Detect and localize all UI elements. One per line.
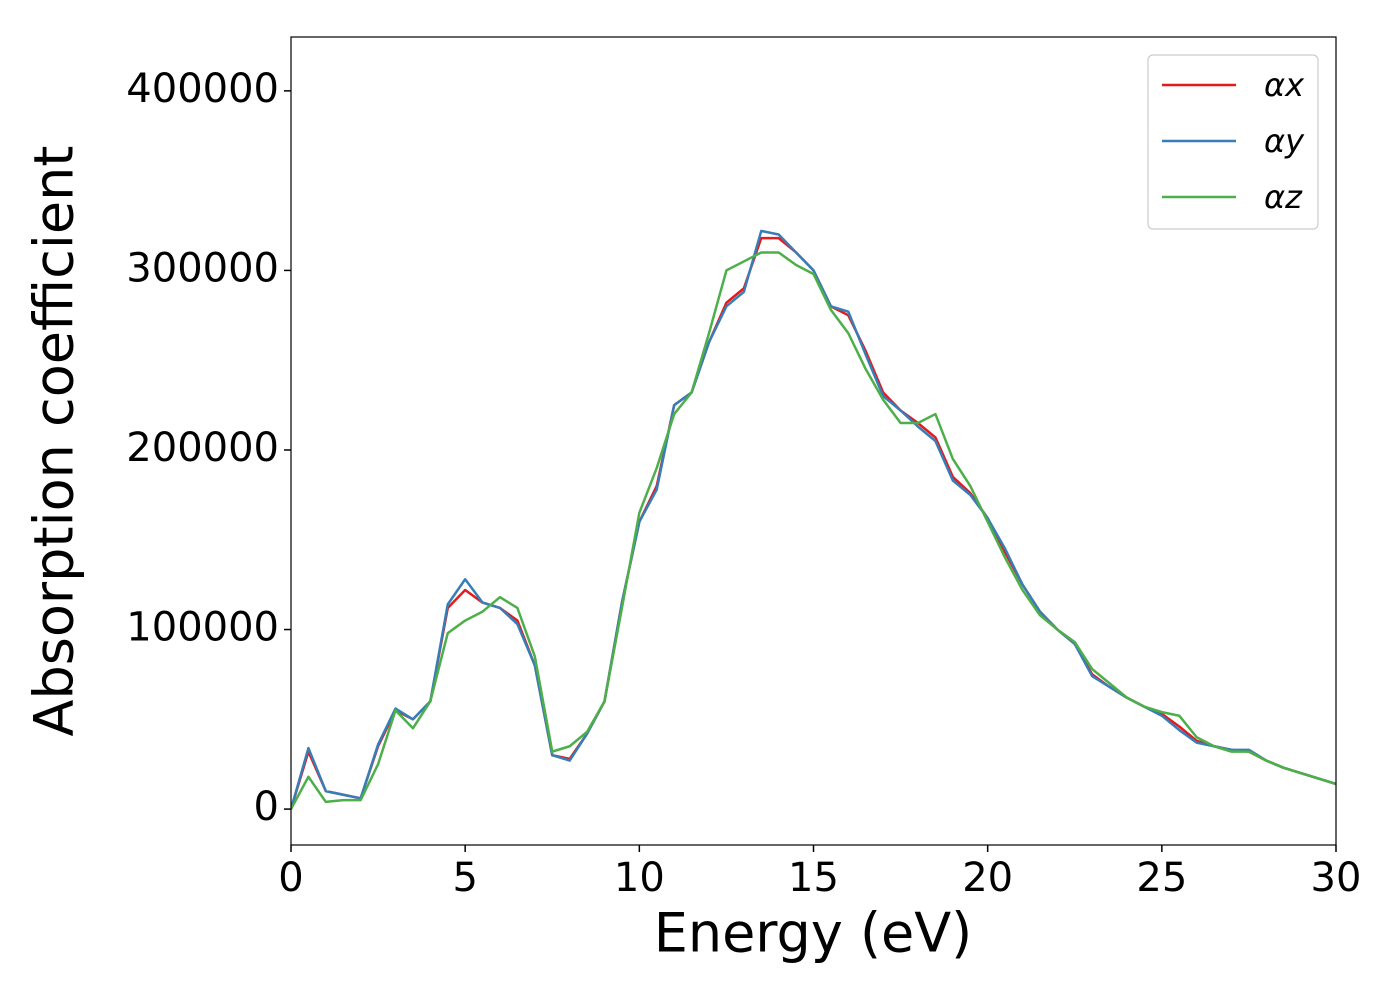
y-tick-label: 0 <box>254 784 279 830</box>
x-tick-label: 10 <box>614 855 665 901</box>
series-line <box>291 236 1336 810</box>
series-line <box>291 251 1336 810</box>
y-tick-label: 300000 <box>126 245 279 291</box>
x-tick-label: 15 <box>788 855 839 901</box>
y-axis-label: Absorption coefficient <box>23 146 86 737</box>
legend-label: αy <box>1264 122 1305 160</box>
x-tick-label: 30 <box>1311 855 1362 901</box>
plot-frame <box>290 36 1337 846</box>
y-tick-label: 400000 <box>126 66 279 112</box>
x-tick-label: 25 <box>1136 855 1187 901</box>
legend-label: αx <box>1264 66 1305 104</box>
y-tick-label: 200000 <box>126 425 279 471</box>
series-line <box>291 229 1336 810</box>
x-tick-label: 20 <box>962 855 1013 901</box>
legend-label: αz <box>1264 178 1303 216</box>
x-tick-label: 5 <box>452 855 477 901</box>
x-tick-label: 0 <box>278 855 303 901</box>
x-axis-label: Energy (eV) <box>654 902 973 965</box>
y-tick-label: 100000 <box>126 605 279 651</box>
